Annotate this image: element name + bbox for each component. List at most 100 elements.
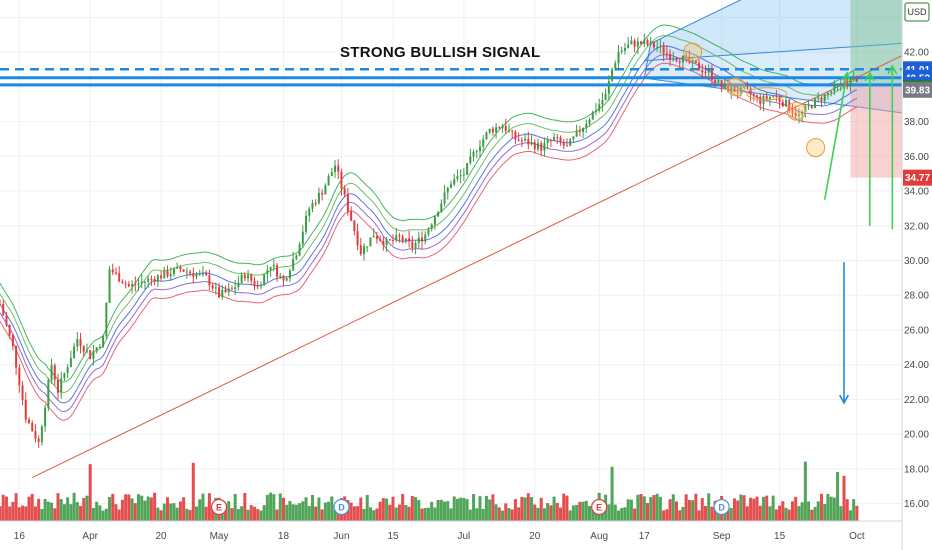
candle-body — [169, 274, 172, 277]
candle-body — [565, 145, 568, 147]
volume-bar — [662, 510, 666, 521]
volume-bar — [72, 492, 76, 521]
event-badge[interactable]: E — [210, 498, 228, 516]
candle-body — [730, 86, 733, 92]
price-badge: 39.83 — [903, 81, 932, 98]
volume-bar — [252, 506, 256, 521]
candle-body — [443, 192, 446, 204]
volume-bar — [581, 501, 585, 521]
candle-body — [308, 208, 311, 216]
volume-bar — [752, 498, 756, 521]
candle-body — [160, 275, 163, 279]
candle-body — [756, 95, 759, 97]
time-axis[interactable]: 16Apr20May18Jun15Jul20Aug17Sep15Oct14 — [0, 520, 914, 542]
candle-body — [411, 241, 414, 248]
candle-body — [79, 339, 82, 347]
candle-body — [327, 176, 330, 186]
resistance-lines[interactable] — [0, 68, 902, 87]
annotation-drawings[interactable] — [683, 42, 898, 405]
event-badge[interactable]: D — [333, 498, 350, 516]
candle-body — [652, 41, 655, 48]
candle-body — [98, 346, 101, 348]
volume-bar — [613, 504, 617, 521]
volume-bar — [195, 506, 199, 521]
candle-body — [292, 258, 295, 271]
currency-badge[interactable]: USD — [904, 2, 930, 22]
volume-bar — [468, 509, 472, 521]
event-badge[interactable]: D — [713, 498, 730, 516]
trendline[interactable] — [31, 55, 903, 479]
volume-bar — [617, 510, 621, 521]
arrow-shaft — [823, 72, 849, 200]
volume-bar — [310, 495, 314, 521]
volume-bar — [249, 505, 253, 521]
volume-bar — [79, 505, 83, 521]
volume-bar — [95, 501, 99, 521]
volume-bar — [726, 509, 730, 521]
candle-body — [195, 274, 198, 277]
volume-bar — [736, 500, 740, 521]
volume-bar — [465, 499, 469, 521]
candle-body — [56, 379, 59, 393]
volume-bar — [855, 505, 859, 521]
candle-body — [820, 97, 823, 101]
candle-body — [272, 265, 275, 267]
candle-body — [363, 246, 366, 255]
volume-bar — [314, 506, 318, 521]
candle-body — [111, 269, 114, 273]
candle-body — [189, 271, 192, 274]
volume-bar — [69, 504, 73, 521]
long-position-box[interactable] — [850, 0, 902, 178]
volume-bar — [836, 471, 840, 521]
candle-body — [485, 132, 488, 140]
volume-bar — [153, 492, 157, 521]
candle-body — [8, 324, 11, 336]
volume-bar — [265, 494, 269, 521]
event-badge-label: D — [338, 503, 345, 513]
candle-body — [243, 274, 246, 279]
candle-body — [723, 84, 726, 88]
volume-bar — [646, 502, 650, 521]
candle-body — [114, 272, 117, 274]
volume-bar — [381, 498, 385, 521]
volume-bar — [446, 501, 450, 521]
volume-bar — [800, 502, 804, 521]
candle-body — [230, 288, 233, 290]
candle-body — [681, 55, 684, 63]
volume-bar — [120, 499, 124, 521]
volume-bar — [732, 498, 736, 521]
candle-body — [31, 422, 34, 432]
candle-body — [163, 270, 166, 279]
volume-bar — [178, 501, 182, 521]
candle-body — [614, 63, 617, 70]
candle-body — [121, 281, 124, 284]
volume-bar — [278, 493, 282, 521]
event-badge[interactable]: E — [591, 498, 608, 516]
volume-bar — [230, 508, 234, 521]
volume-bar — [636, 494, 640, 521]
volume-bar — [349, 502, 353, 521]
volume-bar — [259, 510, 263, 521]
candle-body — [781, 101, 784, 107]
volume-bar — [639, 494, 643, 521]
candle-body — [656, 47, 659, 49]
candle-body — [636, 41, 639, 47]
candle-body — [227, 288, 230, 293]
volume-bar — [59, 499, 63, 521]
volume-bar — [53, 508, 57, 521]
candle-body — [414, 243, 417, 248]
volume-bar — [104, 508, 108, 521]
candle-body — [24, 400, 27, 420]
candle-body — [785, 100, 788, 107]
volume-bar — [62, 504, 66, 521]
candle-body — [118, 273, 121, 282]
y-tick-label: 30.00 — [904, 256, 929, 267]
x-tick-label: 20 — [156, 531, 168, 542]
candle-body — [733, 86, 736, 93]
candle-body — [530, 142, 533, 145]
volume-bar — [43, 498, 47, 521]
volume-bar — [658, 496, 662, 521]
candle-body — [334, 165, 337, 172]
